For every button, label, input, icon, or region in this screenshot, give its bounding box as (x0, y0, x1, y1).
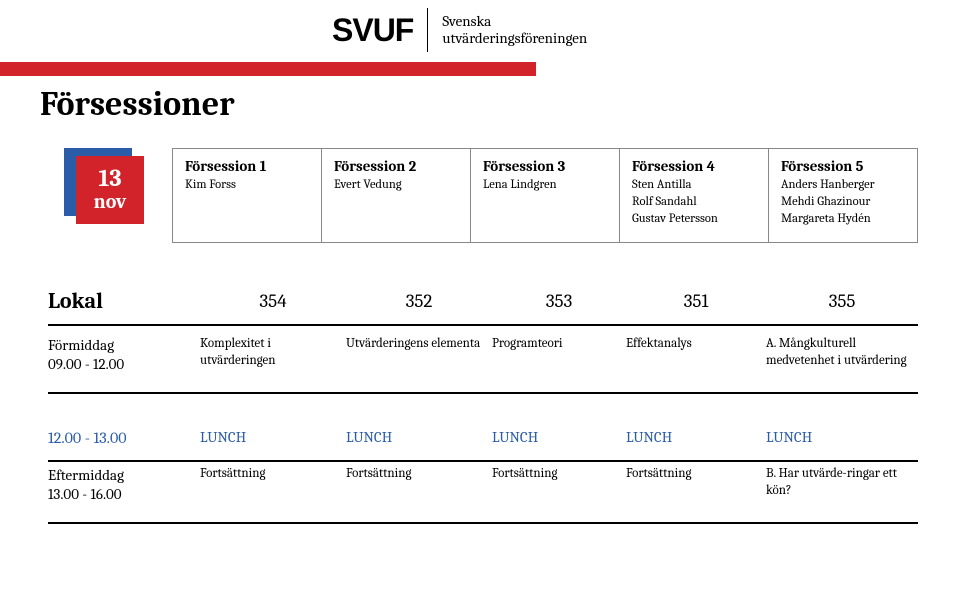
session-title: Försession 4 (632, 157, 756, 175)
schedule-cell: Programteori (492, 336, 626, 353)
lokal-row: Lokal 354352353351355 (48, 288, 918, 326)
lokal-label: Lokal (48, 288, 200, 314)
schedule-cell: A. Mångkulturell medvetenhet i utvärderi… (766, 336, 918, 370)
schedule-row-eftermiddag: Eftermiddag13.00 - 16.00FortsättningFort… (48, 456, 918, 524)
schedule-cell: Fortsättning (200, 466, 346, 483)
brand-subtitle: Svenska utvärderingsföreningen (442, 13, 587, 48)
session-names: Sten AntillaRolf SandahlGustav Petersson (632, 177, 756, 228)
schedule-cell: LUNCH (766, 428, 918, 448)
schedule-cell: Fortsättning (626, 466, 766, 483)
lokal-number: 352 (346, 290, 492, 312)
brand-sub-line2: utvärderingsföreningen (442, 30, 587, 47)
lokal-number: 355 (766, 290, 918, 312)
time-cell: Eftermiddag13.00 - 16.00 (48, 466, 200, 504)
schedule-row-formiddag: Förmiddag09.00 - 12.00Komplexitet i utvä… (48, 326, 918, 394)
brand-sub-line1: Svenska (442, 13, 587, 30)
schedule-cell: Komplexitet i utvärderingen (200, 336, 346, 370)
sessions-header-row: Försession 1 Kim Forss Försession 2 Evert V… (173, 149, 918, 243)
lokal-number: 354 (200, 290, 346, 312)
session-title: Försession 2 (334, 157, 458, 175)
session-cell-4: Försession 4 Sten AntillaRolf SandahlGust… (620, 149, 769, 243)
page-title: Försessioner (40, 84, 235, 124)
session-names: Kim Forss (185, 177, 309, 194)
lokal-number: 351 (626, 290, 766, 312)
time-cell: Förmiddag09.00 - 12.00 (48, 336, 200, 374)
schedule-cell: Fortsättning (346, 466, 492, 483)
session-names: Lena Lindgren (483, 177, 607, 194)
date-day: 13 (98, 166, 121, 190)
lokal-number: 353 (492, 290, 626, 312)
session-title: Försession 3 (483, 157, 607, 175)
time-cell: 12.00 - 13.00 (48, 428, 200, 448)
date-badge-front: 13 nov (76, 156, 144, 224)
schedule-cell: Fortsättning (492, 466, 626, 483)
brand-divider (427, 8, 428, 52)
session-title: Försession 5 (781, 157, 905, 175)
session-cell-5: Försession 5 Anders HanbergerMehdi Ghazin… (769, 149, 918, 243)
schedule-cell: LUNCH (626, 428, 766, 448)
session-title: Försession 1 (185, 157, 309, 175)
schedule-cell: LUNCH (200, 428, 346, 448)
schedule-cell: Effektanalys (626, 336, 766, 353)
sessions-header-table: Försession 1 Kim Forss Försession 2 Evert V… (172, 148, 918, 243)
schedule-cell: LUNCH (492, 428, 626, 448)
schedule-cell: Utvärderingens elementa (346, 336, 492, 353)
session-names: Evert Vedung (334, 177, 458, 194)
session-cell-2: Försession 2 Evert Vedung (322, 149, 471, 243)
brand-logo: SVUF (332, 12, 413, 49)
date-badge: 13 nov (64, 148, 148, 232)
schedule-cell: LUNCH (346, 428, 492, 448)
session-names: Anders HanbergerMehdi GhazinourMargareta… (781, 177, 905, 228)
session-cell-3: Försession 3 Lena Lindgren (471, 149, 620, 243)
schedule-cell: B. Har utvärde-ringar ett kön? (766, 466, 918, 500)
header-red-bar (0, 62, 536, 76)
date-month: nov (94, 190, 127, 214)
session-cell-1: Försession 1 Kim Forss (173, 149, 322, 243)
brand-block: SVUF Svenska utvärderingsföreningen (332, 8, 587, 52)
